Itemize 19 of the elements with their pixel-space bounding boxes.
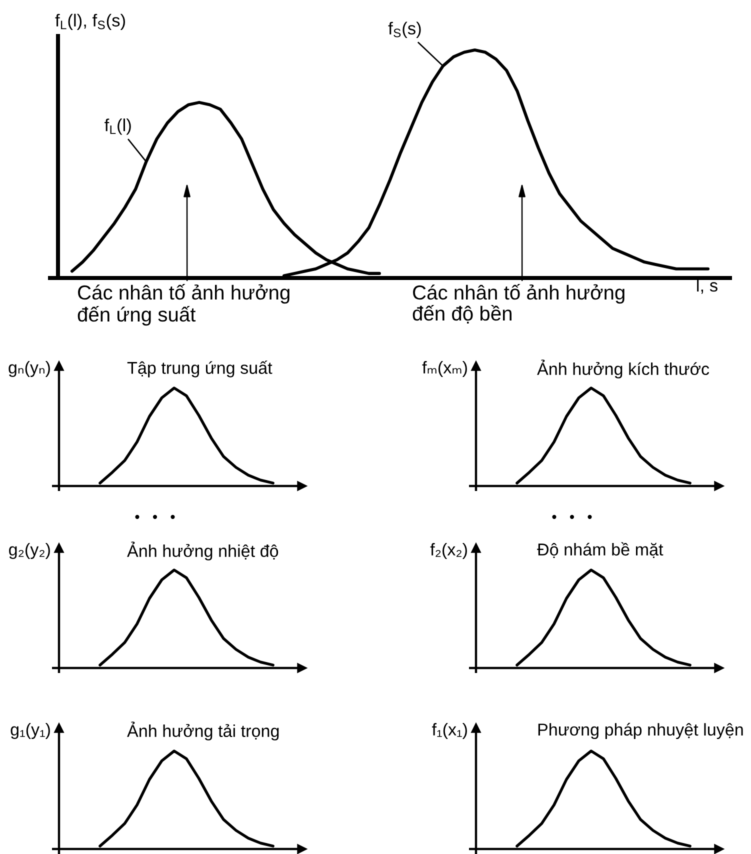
y-axis-title: gₙ(yₙ) [8,361,50,377]
y-axis-title: f₁(x₁) [432,723,467,739]
y-axis-title: g₂(y₂) [9,543,50,559]
y-axis-title: f₂(x₂) [430,543,467,559]
chart-title: Độ nhám bề mặt [537,542,664,558]
chart-title: Ảnh hưởng tải trọng [127,722,279,740]
y-axis-title: fₘ(xₘ) [422,361,467,377]
chart-title: Phương pháp nhuyệt luyện [538,722,743,740]
text: • • • [135,514,175,519]
text: Các nhân tố ảnh hưởng đến độ bền [412,284,624,324]
y-axis-title: g₁(y₁) [10,723,50,739]
text: f$_{S}$(s) [388,22,421,38]
chart-title: Ảnh hưởng kích thước [537,360,710,378]
text: Các nhân tố ảnh hưởng đến ứng suất [78,284,290,326]
text: • • • [552,514,592,519]
y-axis-title: f$_{L}$(l), f$_{S}$(s) [55,14,125,30]
chart-title: Ảnh hưởng nhiệt độ [127,542,278,560]
chart-title: Tập trung ứng suất [127,360,272,378]
series-label: f$_{L}$(l) [104,118,131,135]
